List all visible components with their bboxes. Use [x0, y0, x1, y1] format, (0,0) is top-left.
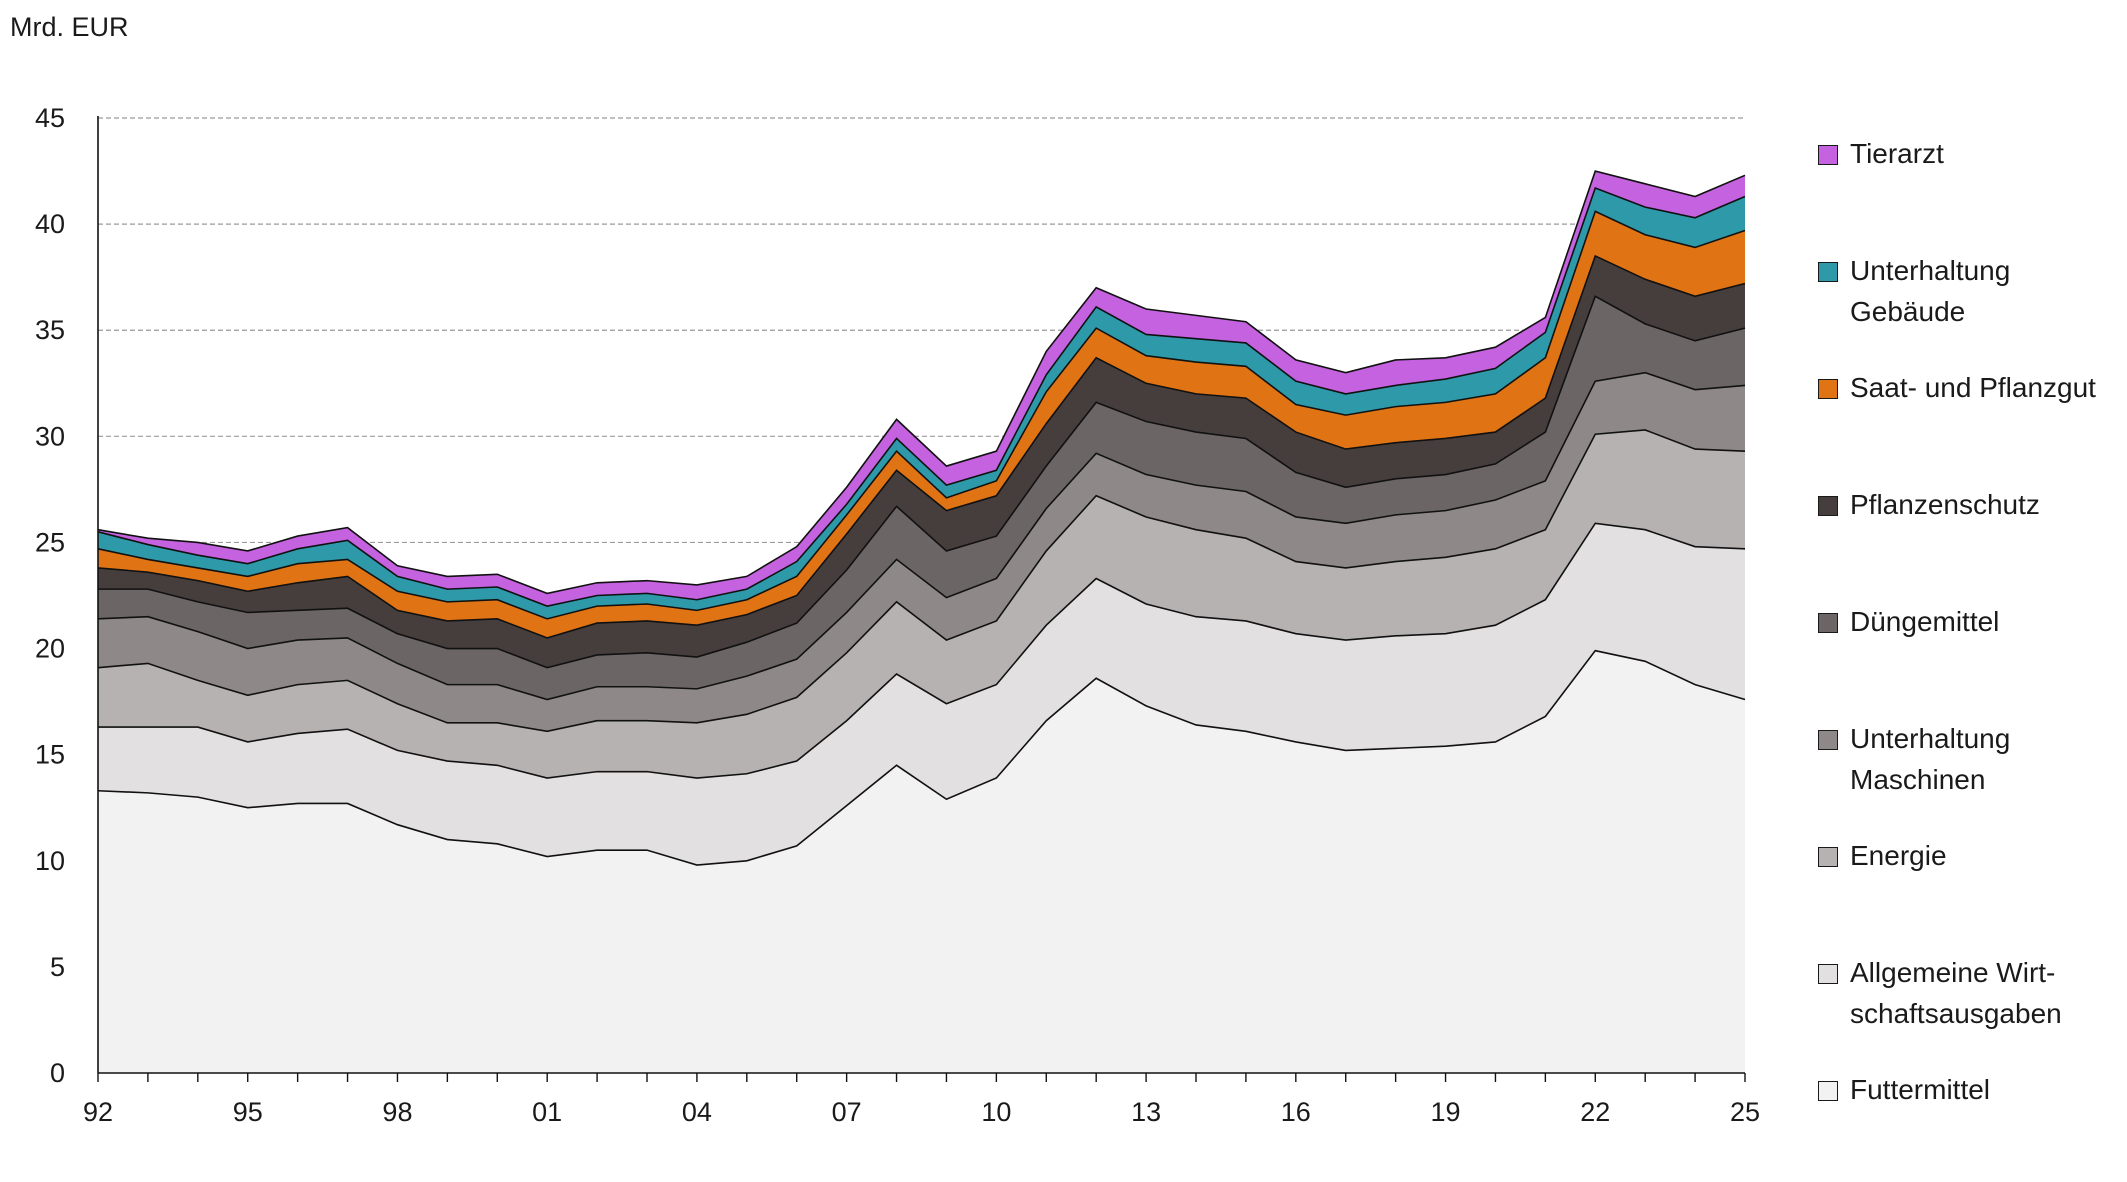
legend-label: Tierarzt	[1850, 138, 1944, 169]
series-edge-saat-und-pflanzgut	[97, 210, 1746, 620]
area-allgemeine-wirt-schaftsausgaben	[98, 523, 1745, 866]
y-tick-label: 30	[35, 421, 65, 451]
series-edge-futtermittel	[97, 649, 1746, 866]
series-edge-energie	[97, 429, 1746, 733]
x-tick-label: 25	[1730, 1097, 1760, 1127]
y-tick-label: 20	[35, 634, 65, 664]
legend-label: Energie	[1850, 840, 1947, 871]
legend-item: Saat- und Pflanzgut	[1818, 372, 2096, 408]
legend-label: Futtermittel	[1850, 1074, 1991, 1105]
legend-item: Unterhaltung Gebäude	[1818, 255, 2010, 332]
series-edge-unterhaltung-gebäude	[97, 186, 1746, 607]
x-tick-label: 22	[1580, 1097, 1610, 1127]
legend: Tierarzt Unterhaltung Gebäude Saat- und Pf…	[1818, 0, 2123, 1182]
legend-label: Düngemittel	[1850, 606, 2000, 637]
y-tick-label: 25	[35, 527, 65, 557]
x-tick-label: 92	[83, 1097, 113, 1127]
y-tick-label: 40	[35, 209, 65, 239]
x-tick-label: 07	[832, 1097, 862, 1127]
area-energie	[98, 429, 1745, 779]
chart-svg: 0 5 10 15 20 25 30 35 40 45 92 95 98 01 04 07 10 13 16 19 22…	[35, 103, 1760, 1127]
y-tick-label: 35	[35, 315, 65, 345]
legend-swatch	[1818, 496, 1838, 516]
legend-swatch	[1818, 730, 1838, 750]
legend-label: Unterhaltung Maschinen	[1850, 723, 2011, 795]
legend-swatch	[1818, 964, 1838, 984]
series-edge-düngemittel	[98, 295, 1746, 669]
x-tick-label: 19	[1431, 1097, 1461, 1127]
legend-item: Allgemeine Wirt- schaftsausgaben	[1818, 957, 2062, 1034]
y-tick-label: 10	[35, 846, 65, 876]
y-tick-label: 45	[35, 103, 65, 133]
area-unterhaltung-maschinen	[98, 372, 1745, 732]
legend-label: Allgemeine Wirt- schaftsausgaben	[1850, 957, 2062, 1029]
legend-item: Unterhaltung Maschinen	[1818, 723, 2010, 800]
x-tick-label: 10	[981, 1097, 1011, 1127]
area-unterhaltung-gebäude	[98, 188, 1745, 619]
x-tick-label: 04	[682, 1097, 712, 1127]
x-tick-label: 01	[532, 1097, 562, 1127]
y-tick-label: 0	[50, 1058, 65, 1088]
y-tick-label: 15	[35, 740, 65, 770]
legend-item: Energie	[1818, 840, 1947, 876]
legend-swatch	[1818, 847, 1838, 867]
area-saat-und-pflanzgut	[98, 211, 1745, 638]
series-edge-pflanzenschutz	[97, 254, 1746, 639]
legend-swatch	[1818, 379, 1838, 399]
series-edge-tierarzt	[97, 170, 1746, 595]
x-tick-label: 16	[1281, 1097, 1311, 1127]
stacked-areas	[97, 170, 1746, 1073]
legend-swatch	[1818, 145, 1838, 165]
x-tick-label: 98	[382, 1097, 412, 1127]
series-edge-unterhaltung-maschinen	[97, 371, 1746, 701]
legend-swatch	[1818, 1081, 1838, 1101]
legend-item: Pflanzenschutz	[1818, 489, 2040, 525]
legend-label: Unterhaltung Gebäude	[1850, 255, 2011, 327]
area-futtermittel	[98, 650, 1745, 1073]
legend-swatch	[1818, 262, 1838, 282]
legend-swatch	[1818, 613, 1838, 633]
x-tick-label: 13	[1131, 1097, 1161, 1127]
y-tick-label: 5	[50, 952, 65, 982]
legend-item: Tierarzt	[1818, 138, 1944, 174]
legend-label: Pflanzenschutz	[1850, 489, 2040, 520]
x-tick-label: 95	[233, 1097, 263, 1127]
y-axis-unit-label: Mrd. EUR	[10, 12, 129, 42]
area-pflanzenschutz	[98, 255, 1745, 668]
area-düngemittel	[98, 296, 1745, 700]
legend-item: Düngemittel	[1818, 606, 1999, 642]
series-edge-allgemeine-wirt-schaftsausgaben	[98, 522, 1746, 779]
legend-label: Saat- und Pflanzgut	[1850, 372, 2096, 403]
legend-item: Futtermittel	[1818, 1074, 1990, 1110]
